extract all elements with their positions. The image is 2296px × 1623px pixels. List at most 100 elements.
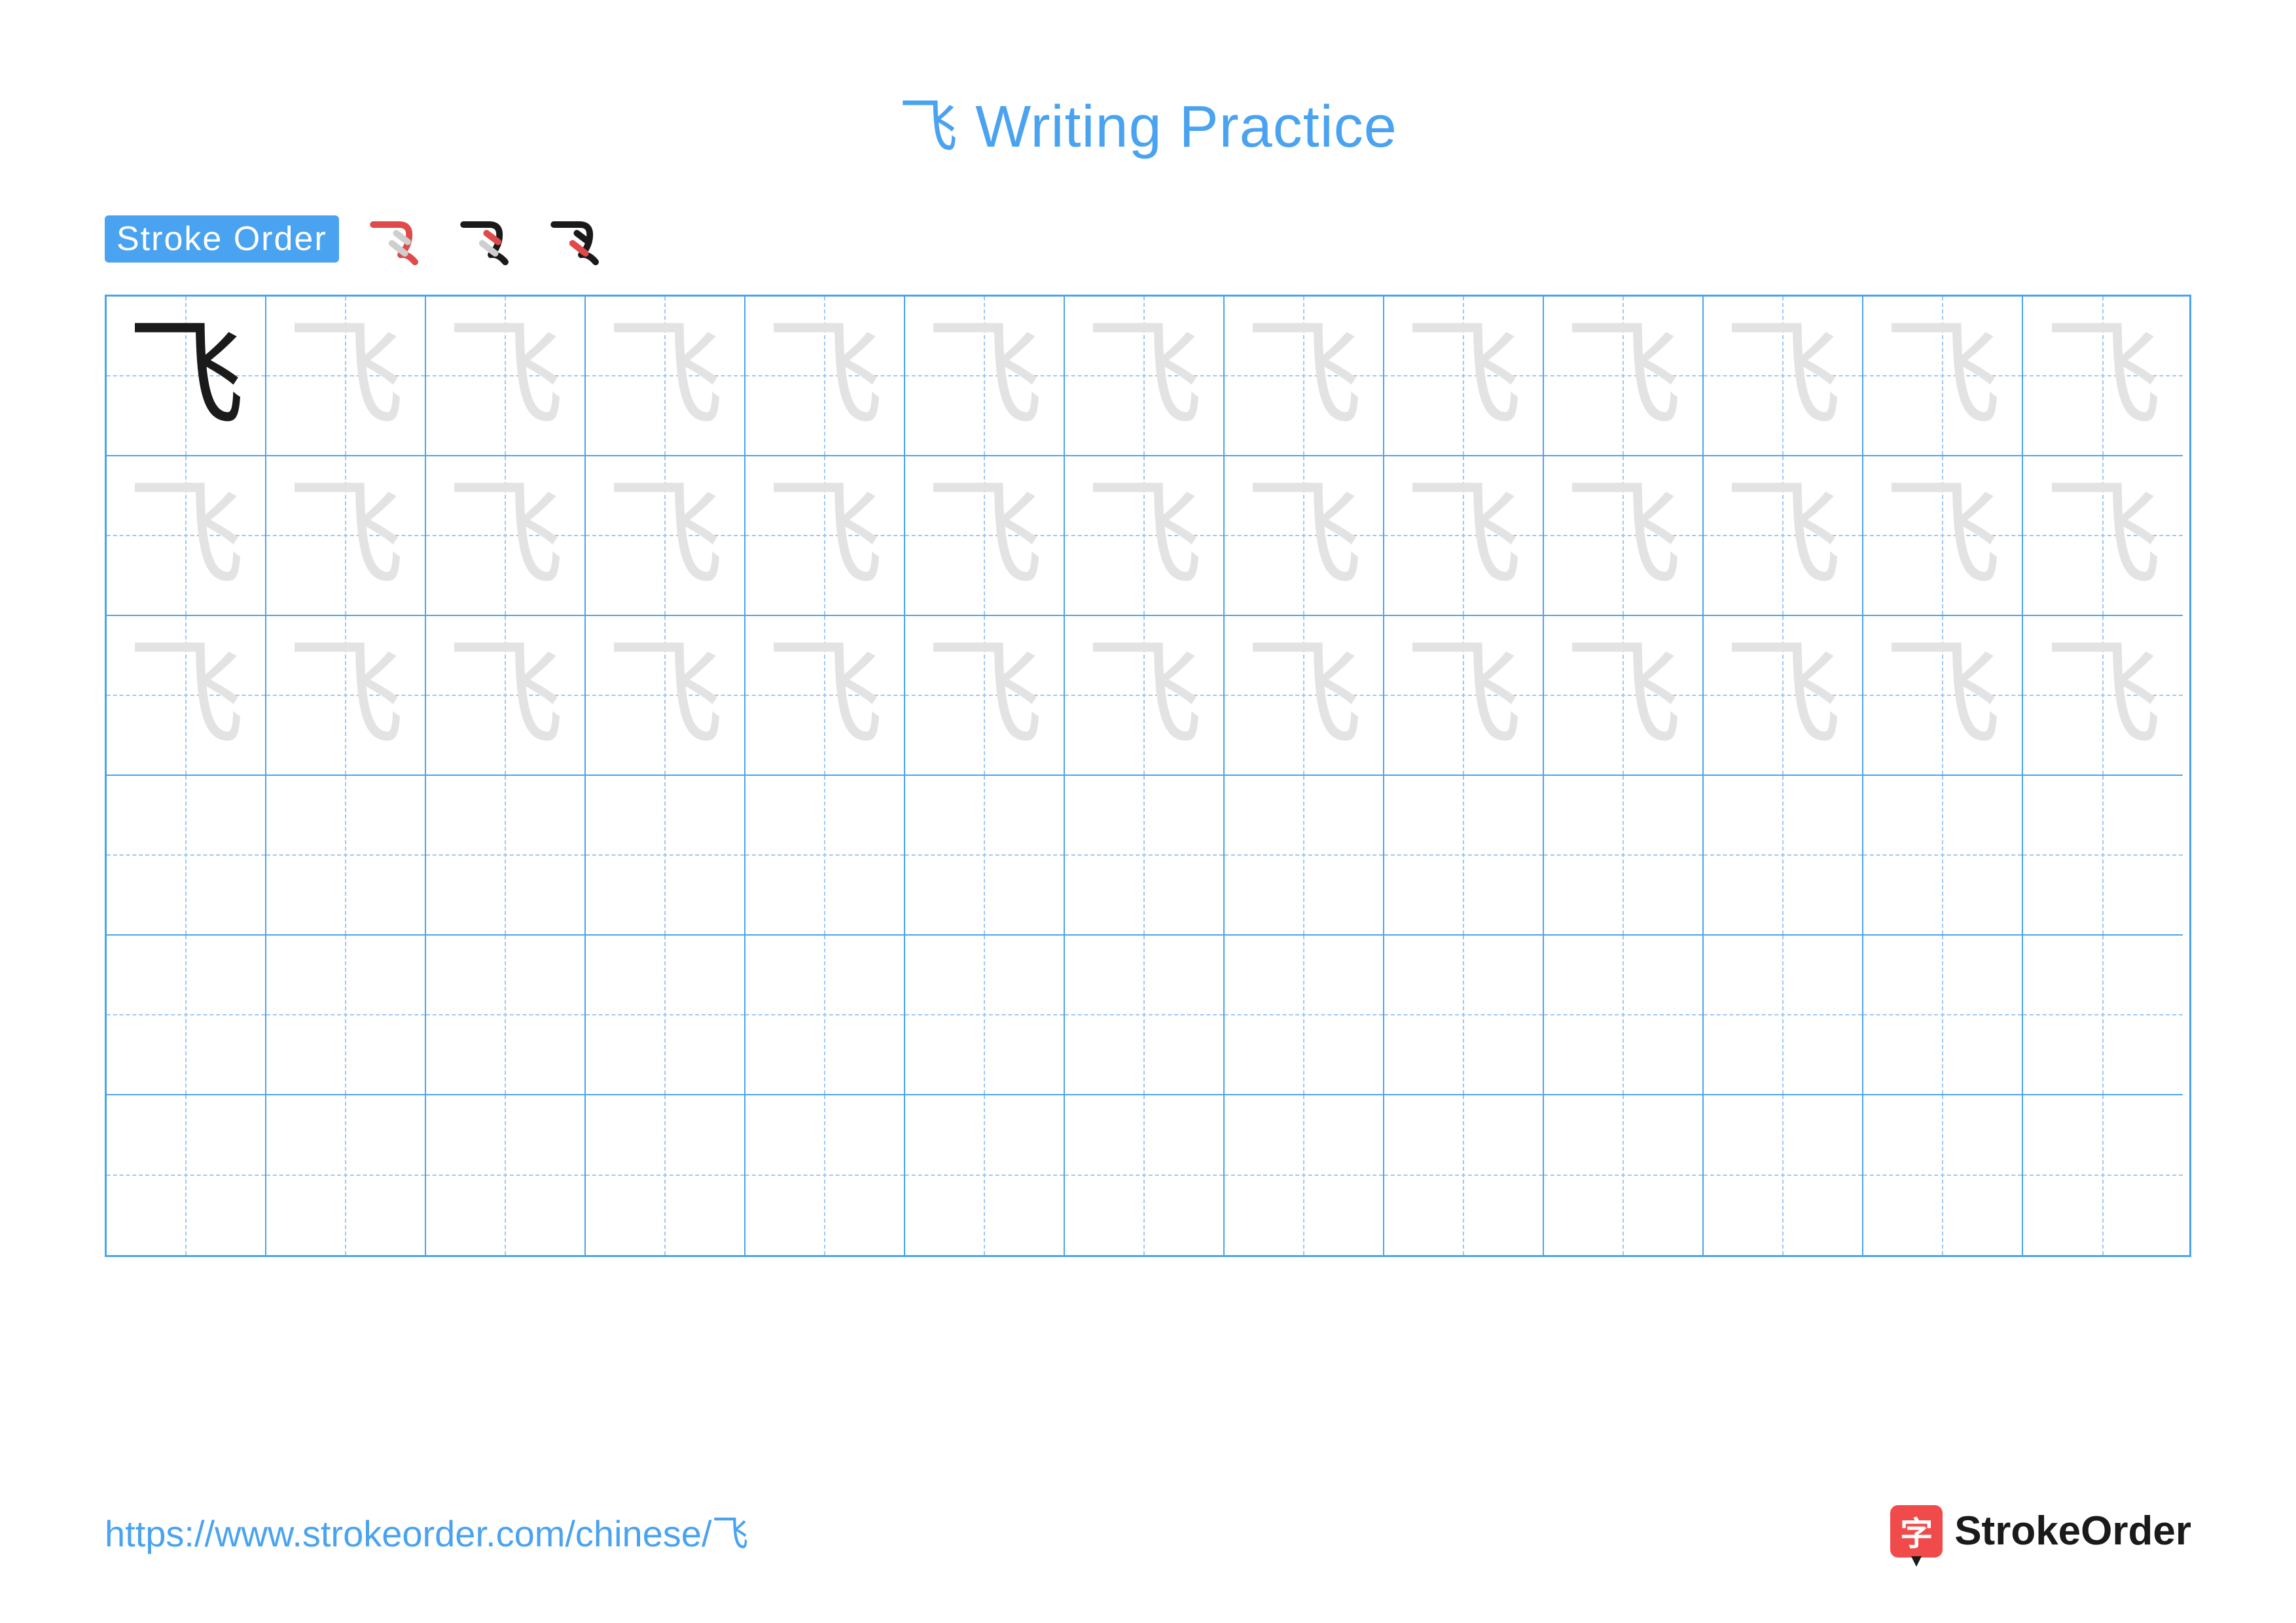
grid-cell — [107, 936, 266, 1095]
practice-character: 飞 — [2044, 317, 2162, 435]
grid-cell: 飞 — [107, 297, 266, 456]
practice-character: 飞 — [446, 317, 564, 435]
logo-icon: 字 — [1890, 1505, 1943, 1558]
grid-cell: 飞 — [1384, 297, 1544, 456]
practice-character: 飞 — [1245, 636, 1363, 754]
practice-character: 飞 — [1724, 477, 1842, 594]
practice-character: 飞 — [1724, 636, 1842, 754]
practice-character: 飞 — [2044, 636, 2162, 754]
grid-cell — [586, 1095, 745, 1255]
practice-character: 飞 — [925, 317, 1043, 435]
grid-cell — [1704, 1095, 1863, 1255]
grid-cell: 飞 — [1384, 616, 1544, 776]
practice-character: 飞 — [1405, 317, 1522, 435]
grid-cell: 飞 — [107, 616, 266, 776]
grid-cell: 飞 — [266, 616, 426, 776]
grid-cell — [745, 936, 905, 1095]
stroke-step-3 — [538, 203, 610, 275]
grid-cell — [1225, 936, 1384, 1095]
logo: 字 StrokeOrder — [1890, 1505, 2191, 1558]
practice-character: 飞 — [287, 636, 404, 754]
practice-character: 飞 — [766, 636, 884, 754]
practice-character: 飞 — [1405, 477, 1522, 594]
practice-character: 飞 — [925, 477, 1043, 594]
practice-character: 飞 — [606, 636, 724, 754]
grid-cell — [107, 1095, 266, 1255]
practice-character: 飞 — [127, 317, 245, 435]
stroke-order-badge: Stroke Order — [105, 215, 339, 263]
grid-cell: 飞 — [426, 456, 586, 616]
grid-cell — [266, 776, 426, 936]
practice-character: 飞 — [2044, 477, 2162, 594]
grid-cell — [1065, 1095, 1225, 1255]
grid-cell: 飞 — [1704, 456, 1863, 616]
source-url: https://www.strokeorder.com/chinese/飞 — [105, 1504, 749, 1558]
grid-cell: 飞 — [266, 297, 426, 456]
practice-character: 飞 — [1245, 477, 1363, 594]
grid-cell — [1544, 936, 1704, 1095]
grid-cell — [1065, 936, 1225, 1095]
stroke-step-2 — [448, 203, 520, 275]
grid-cell — [905, 776, 1065, 936]
grid-cell — [426, 776, 586, 936]
practice-character: 飞 — [1405, 636, 1522, 754]
grid-cell — [905, 1095, 1065, 1255]
grid-cell: 飞 — [1225, 616, 1384, 776]
grid-cell: 飞 — [1544, 297, 1704, 456]
grid-cell — [107, 776, 266, 936]
practice-character: 飞 — [1085, 477, 1203, 594]
grid-cell — [1544, 776, 1704, 936]
grid-cell: 飞 — [745, 456, 905, 616]
grid-cell: 飞 — [586, 456, 745, 616]
practice-character: 飞 — [1564, 636, 1682, 754]
practice-character: 飞 — [287, 317, 404, 435]
grid-cell: 飞 — [745, 616, 905, 776]
grid-cell — [266, 1095, 426, 1255]
grid-cell: 飞 — [107, 456, 266, 616]
grid-cell: 飞 — [1065, 456, 1225, 616]
grid-cell — [1225, 1095, 1384, 1255]
grid-cell: 飞 — [1065, 297, 1225, 456]
grid-cell: 飞 — [1704, 616, 1863, 776]
grid-cell — [1384, 1095, 1544, 1255]
grid-cell: 飞 — [2023, 297, 2183, 456]
grid-cell — [586, 776, 745, 936]
practice-character: 飞 — [1884, 636, 2001, 754]
grid-cell: 飞 — [586, 616, 745, 776]
grid-cell — [1863, 776, 2023, 936]
grid-cell — [2023, 1095, 2183, 1255]
practice-character: 飞 — [1564, 477, 1682, 594]
grid-cell: 飞 — [1544, 616, 1704, 776]
grid-cell — [1704, 936, 1863, 1095]
grid-cell — [426, 936, 586, 1095]
grid-cell — [2023, 936, 2183, 1095]
grid-cell: 飞 — [745, 297, 905, 456]
grid-cell — [1384, 936, 1544, 1095]
grid-cell — [426, 1095, 586, 1255]
grid-cell — [266, 936, 426, 1095]
stroke-order-steps — [357, 203, 610, 275]
practice-character: 飞 — [446, 477, 564, 594]
grid-cell: 飞 — [905, 297, 1065, 456]
practice-character: 飞 — [606, 317, 724, 435]
practice-character: 飞 — [1245, 317, 1363, 435]
grid-cell — [1704, 776, 1863, 936]
grid-cell — [2023, 776, 2183, 936]
grid-cell: 飞 — [1704, 297, 1863, 456]
grid-cell: 飞 — [905, 456, 1065, 616]
logo-text: StrokeOrder — [1954, 1508, 2191, 1554]
practice-grid: 飞飞飞飞飞飞飞飞飞飞飞飞飞飞飞飞飞飞飞飞飞飞飞飞飞飞飞飞飞飞飞飞飞飞飞飞飞飞飞 — [105, 295, 2191, 1257]
grid-cell — [1065, 776, 1225, 936]
grid-cell: 飞 — [1384, 456, 1544, 616]
stroke-step-1 — [357, 203, 429, 275]
grid-cell: 飞 — [2023, 456, 2183, 616]
grid-cell — [1863, 936, 2023, 1095]
grid-cell: 飞 — [905, 616, 1065, 776]
grid-cell: 飞 — [586, 297, 745, 456]
practice-character: 飞 — [766, 477, 884, 594]
grid-cell: 飞 — [1863, 616, 2023, 776]
grid-cell: 飞 — [1225, 297, 1384, 456]
practice-character: 飞 — [1884, 317, 2001, 435]
grid-cell: 飞 — [1863, 456, 2023, 616]
footer: https://www.strokeorder.com/chinese/飞 字 … — [105, 1504, 2191, 1558]
